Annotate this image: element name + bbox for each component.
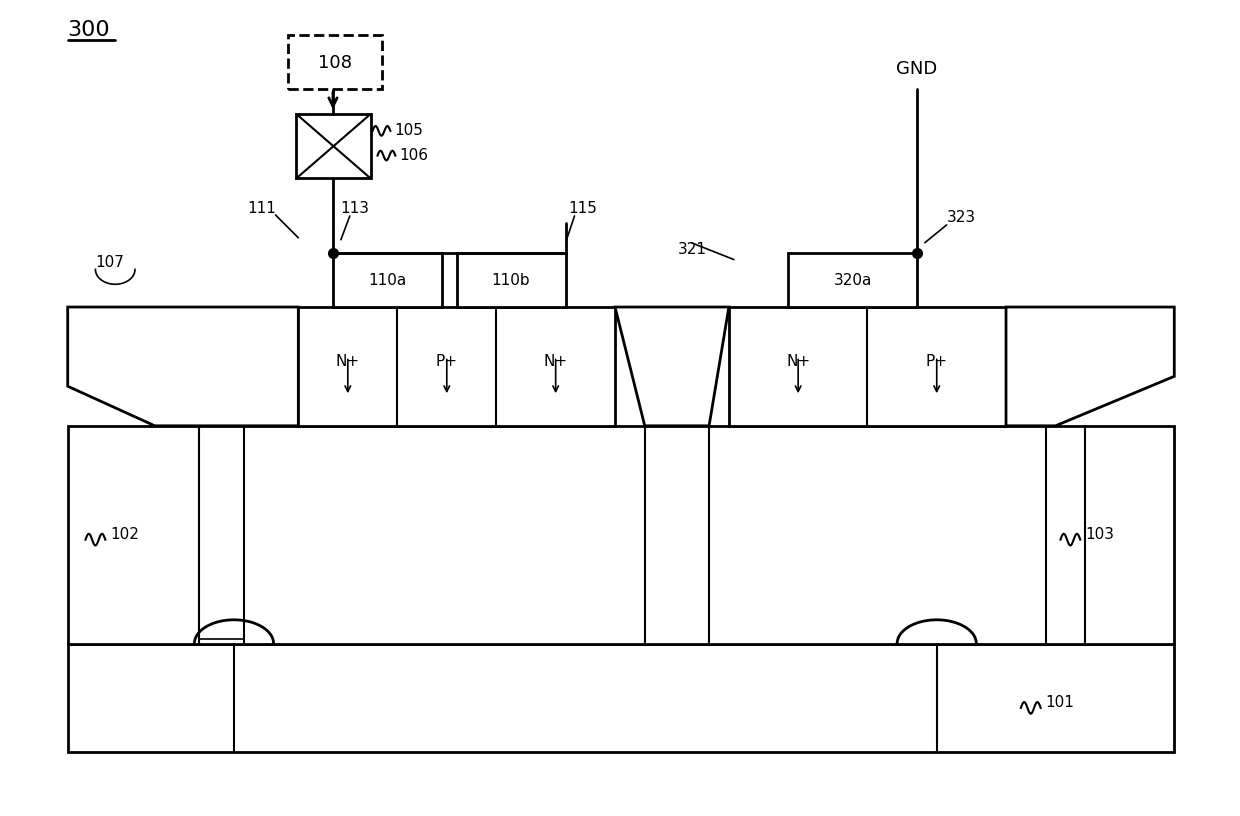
Text: 108: 108 [317,54,352,72]
Text: N+: N+ [786,354,810,369]
Bar [729,307,1006,426]
Polygon shape [1006,307,1174,426]
Text: 103: 103 [1085,527,1115,542]
Bar [789,253,916,307]
Text: 110a: 110a [368,273,407,288]
Text: 111: 111 [247,201,277,215]
Bar [334,253,441,307]
Bar [68,644,1174,752]
Polygon shape [68,307,299,426]
Text: N+: N+ [543,354,568,369]
Text: 115: 115 [568,201,596,215]
Text: 105: 105 [394,123,423,139]
Bar [68,426,1174,644]
Text: 323: 323 [946,211,976,225]
Text: N+: N+ [336,354,360,369]
Text: 107: 107 [95,255,124,270]
Bar [456,253,565,307]
Text: P+: P+ [926,354,947,369]
Bar [299,307,615,426]
Bar [289,35,382,89]
Bar [296,114,371,179]
Text: 106: 106 [399,149,428,163]
Text: 101: 101 [1045,695,1075,711]
Text: 113: 113 [340,201,370,215]
Text: 102: 102 [110,527,139,542]
Text: GND: GND [897,60,937,78]
Text: 321: 321 [677,242,707,257]
Text: P+: P+ [435,354,458,369]
Text: 110b: 110b [492,273,531,288]
Text: 300: 300 [68,20,110,40]
Polygon shape [615,307,729,426]
Text: 320a: 320a [833,273,872,288]
